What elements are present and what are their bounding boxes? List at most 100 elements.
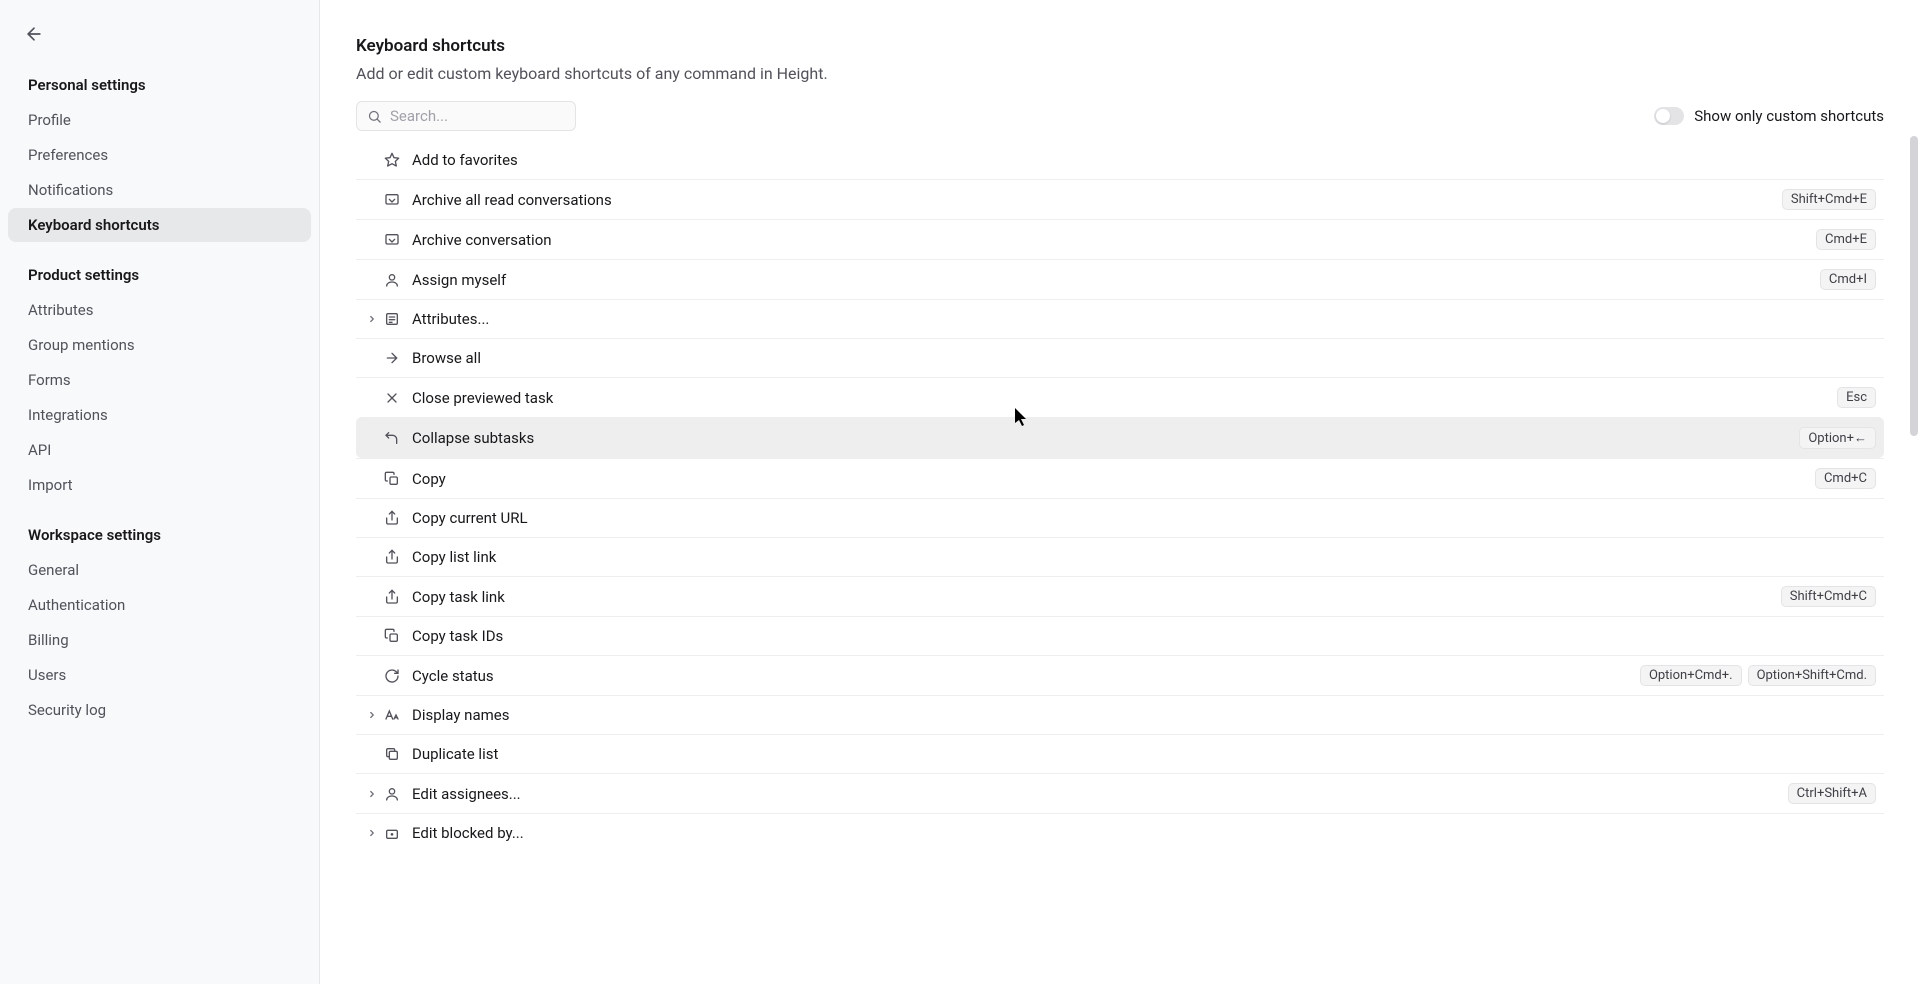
shortcut-label: Archive conversation bbox=[412, 231, 1810, 249]
sidebar-item-forms[interactable]: Forms bbox=[8, 363, 311, 397]
expand-chevron-icon[interactable] bbox=[364, 710, 380, 720]
shortcut-row[interactable]: Collapse subtasks Option+← bbox=[356, 417, 1884, 458]
section-title: Product settings bbox=[8, 258, 311, 292]
x-icon bbox=[382, 388, 402, 408]
shortcut-key: Cmd+E bbox=[1816, 229, 1876, 250]
archive-icon bbox=[382, 190, 402, 210]
arrow-left-icon bbox=[24, 24, 44, 44]
shortcut-label: Browse all bbox=[412, 349, 1876, 367]
shortcut-label: Copy bbox=[412, 470, 1809, 488]
archive-icon bbox=[382, 230, 402, 250]
show-custom-toggle[interactable] bbox=[1654, 107, 1684, 125]
sidebar-item-billing[interactable]: Billing bbox=[8, 623, 311, 657]
shortcut-label: Copy task link bbox=[412, 588, 1775, 606]
page-title: Keyboard shortcuts bbox=[356, 36, 1884, 56]
shortcut-label: Duplicate list bbox=[412, 745, 1876, 763]
refresh-icon bbox=[382, 666, 402, 686]
share-icon bbox=[382, 587, 402, 607]
person-icon bbox=[382, 784, 402, 804]
shortcut-row[interactable]: Copy Cmd+C bbox=[356, 458, 1884, 498]
settings-sidebar: Personal settingsProfilePreferencesNotif… bbox=[0, 0, 320, 984]
shortcut-key: Shift+Cmd+C bbox=[1781, 586, 1876, 607]
search-input[interactable] bbox=[390, 107, 565, 125]
shortcut-label: Cycle status bbox=[412, 667, 1634, 685]
shortcut-row[interactable]: Browse all bbox=[356, 338, 1884, 377]
shortcut-label: Copy current URL bbox=[412, 509, 1876, 527]
arrow-right-icon bbox=[382, 348, 402, 368]
shortcut-row[interactable]: Duplicate list bbox=[356, 734, 1884, 773]
sidebar-item-profile[interactable]: Profile bbox=[8, 103, 311, 137]
shortcut-label: Close previewed task bbox=[412, 389, 1831, 407]
section-title: Personal settings bbox=[8, 68, 311, 102]
search-box[interactable] bbox=[356, 101, 576, 131]
shortcut-label: Edit assignees... bbox=[412, 785, 1782, 803]
sidebar-item-security-log[interactable]: Security log bbox=[8, 693, 311, 727]
page-description: Add or edit custom keyboard shortcuts of… bbox=[356, 64, 1884, 83]
toggle-label: Show only custom shortcuts bbox=[1694, 107, 1884, 125]
list-icon bbox=[382, 309, 402, 329]
shortcut-row[interactable]: Attributes... bbox=[356, 299, 1884, 338]
shortcut-key: Option+Shift+Cmd. bbox=[1748, 665, 1876, 686]
search-icon bbox=[367, 109, 382, 124]
sidebar-item-notifications[interactable]: Notifications bbox=[8, 173, 311, 207]
shortcut-label: Archive all read conversations bbox=[412, 191, 1776, 209]
shortcut-row[interactable]: Display names bbox=[356, 695, 1884, 734]
expand-chevron-icon[interactable] bbox=[364, 828, 380, 838]
sidebar-item-attributes[interactable]: Attributes bbox=[8, 293, 311, 327]
share-icon bbox=[382, 547, 402, 567]
link-icon bbox=[382, 823, 402, 843]
shortcut-label: Display names bbox=[412, 706, 1876, 724]
shortcut-row[interactable]: Edit assignees... Ctrl+Shift+A bbox=[356, 773, 1884, 813]
sidebar-item-import[interactable]: Import bbox=[8, 468, 311, 502]
shortcut-label: Collapse subtasks bbox=[412, 429, 1793, 447]
collapse-icon bbox=[382, 428, 402, 448]
shortcut-key: Cmd+I bbox=[1820, 269, 1876, 290]
expand-chevron-icon[interactable] bbox=[364, 314, 380, 324]
duplicate-icon bbox=[382, 744, 402, 764]
shortcut-key: Shift+Cmd+E bbox=[1782, 189, 1876, 210]
sidebar-item-keyboard-shortcuts[interactable]: Keyboard shortcuts bbox=[8, 208, 311, 242]
shortcut-label: Add to favorites bbox=[412, 151, 1876, 169]
shortcut-key: Cmd+C bbox=[1815, 468, 1876, 489]
sidebar-item-authentication[interactable]: Authentication bbox=[8, 588, 311, 622]
shortcut-key: Option+← bbox=[1799, 427, 1876, 449]
shortcut-row[interactable]: Archive conversation Cmd+E bbox=[356, 219, 1884, 259]
shortcut-row[interactable]: Add to favorites bbox=[356, 141, 1884, 179]
sidebar-item-general[interactable]: General bbox=[8, 553, 311, 587]
shortcut-row[interactable]: Copy task IDs bbox=[356, 616, 1884, 655]
shortcut-key: Ctrl+Shift+A bbox=[1788, 783, 1876, 804]
star-icon bbox=[382, 150, 402, 170]
scrollbar[interactable] bbox=[1910, 136, 1918, 776]
sidebar-item-preferences[interactable]: Preferences bbox=[8, 138, 311, 172]
shortcut-row[interactable]: Close previewed task Esc bbox=[356, 377, 1884, 417]
shortcut-label: Copy list link bbox=[412, 548, 1876, 566]
shortcut-row[interactable]: Copy current URL bbox=[356, 498, 1884, 537]
shortcut-row[interactable]: Assign myself Cmd+I bbox=[356, 259, 1884, 299]
shortcut-row[interactable]: Edit blocked by... bbox=[356, 813, 1884, 852]
shortcut-row[interactable]: Copy list link bbox=[356, 537, 1884, 576]
back-button[interactable] bbox=[20, 20, 48, 48]
shortcut-key: Option+Cmd+. bbox=[1640, 665, 1742, 686]
copy-icon bbox=[382, 469, 402, 489]
shortcut-list: Add to favorites Archive all read convers… bbox=[356, 141, 1884, 852]
shortcut-label: Attributes... bbox=[412, 310, 1876, 328]
expand-chevron-icon[interactable] bbox=[364, 789, 380, 799]
sidebar-item-api[interactable]: API bbox=[8, 433, 311, 467]
share-icon bbox=[382, 508, 402, 528]
person-icon bbox=[382, 270, 402, 290]
shortcut-row[interactable]: Archive all read conversations Shift+Cmd+… bbox=[356, 179, 1884, 219]
shortcut-key: Esc bbox=[1837, 387, 1876, 408]
shortcut-label: Assign myself bbox=[412, 271, 1814, 289]
main-content: Keyboard shortcuts Add or edit custom ke… bbox=[320, 0, 1920, 984]
sidebar-item-users[interactable]: Users bbox=[8, 658, 311, 692]
scrollbar-thumb[interactable] bbox=[1910, 136, 1918, 436]
shortcut-row[interactable]: Copy task link Shift+Cmd+C bbox=[356, 576, 1884, 616]
shortcut-label: Edit blocked by... bbox=[412, 824, 1876, 842]
shortcut-label: Copy task IDs bbox=[412, 627, 1876, 645]
section-title: Workspace settings bbox=[8, 518, 311, 552]
textsize-icon bbox=[382, 705, 402, 725]
sidebar-item-integrations[interactable]: Integrations bbox=[8, 398, 311, 432]
shortcut-row[interactable]: Cycle status Option+Cmd+. Option+Shift+Cmd… bbox=[356, 655, 1884, 695]
sidebar-item-group-mentions[interactable]: Group mentions bbox=[8, 328, 311, 362]
copy-icon bbox=[382, 626, 402, 646]
